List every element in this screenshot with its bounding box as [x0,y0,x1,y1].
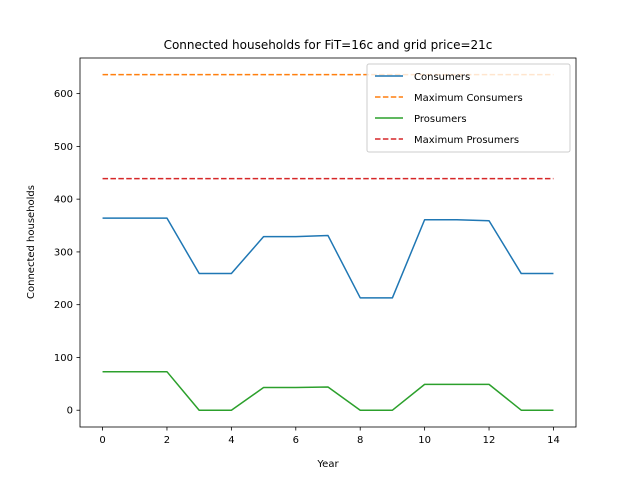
plot-frame [79,57,577,428]
y-tick-label: 500 [54,142,73,153]
x-tick-label: 10 [418,435,431,446]
y-tick-label: 200 [54,300,73,311]
legend-label-4: Maximum Prosumers [414,135,519,146]
legend: Consumers Maximum Consumers Prosumers Maxim… [366,63,571,153]
x-axis-label: Year [316,459,339,470]
chart-title: Connected households for FiT=16c and gri… [164,38,493,52]
x-tick-label: 12 [483,435,496,446]
y-tick-label: 300 [54,247,73,258]
legend-label-1: Consumers [414,72,470,83]
x-tick-label: 6 [293,435,299,446]
plot-area [102,73,554,411]
x-tick-label: 8 [357,435,363,446]
y-tick-label: 400 [54,195,73,206]
x-tick-label: 4 [228,435,234,446]
y-tick-label: 600 [54,89,73,100]
x-tick-label: 0 [99,435,105,446]
x-tick-label: 14 [547,435,560,446]
legend-label-2: Maximum Consumers [414,93,523,104]
series-line-3 [102,370,554,411]
series-line-1 [102,217,554,299]
legend-label-3: Prosumers [414,114,467,125]
y-tick-label: 100 [54,353,73,364]
y-axis-ticks: 0 100 200 300 400 500 600 [54,89,80,417]
x-tick-label: 2 [164,435,170,446]
x-axis-ticks: 0 2 4 6 8 10 12 14 [99,427,560,446]
y-tick-label: 0 [67,406,73,417]
y-axis-label: Connected households [26,185,37,299]
legend-frame [366,63,571,153]
